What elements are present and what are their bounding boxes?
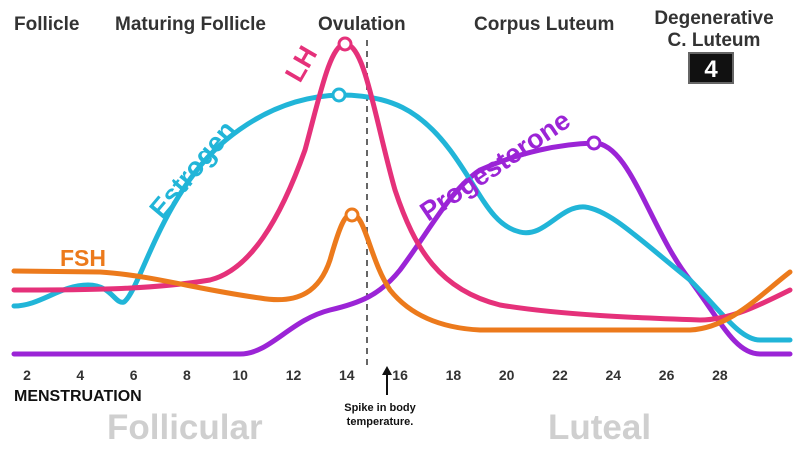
lh-label: LH [279, 41, 323, 87]
lh-curve [11, 41, 793, 323]
x-tick-2: 2 [23, 367, 31, 383]
x-tick-28: 28 [712, 367, 728, 383]
progesterone-peak-marker [586, 135, 602, 151]
x-tick-14: 14 [339, 367, 355, 383]
phase-ovulation: Ovulation [318, 14, 406, 35]
annotation-line2: temperature. [346, 416, 414, 428]
fsh-peak-marker [344, 207, 360, 223]
annotation-text: Spike in body temperature. [320, 401, 440, 429]
estrogen-label: Estrogen [144, 115, 242, 224]
fsh-label: FSH [60, 245, 106, 271]
annotation-arrow-head [382, 366, 392, 375]
x-tick-16: 16 [392, 367, 408, 383]
x-tick-12: 12 [285, 367, 302, 383]
progesterone-label: Progesterone [415, 105, 576, 227]
lh-peak-marker [337, 36, 353, 52]
fsh-curve [11, 211, 793, 333]
estrogen-peak-marker [331, 87, 347, 103]
x-tick-22: 22 [552, 367, 568, 383]
x-tick-10: 10 [232, 367, 248, 383]
phase-maturing-follicle: Maturing Follicle [115, 14, 266, 35]
x-tick-8: 8 [182, 367, 191, 383]
phase-degenerative-line1: Degenerative [654, 8, 774, 29]
phase-degenerative-line2: C. Luteum [667, 30, 761, 51]
x-tick-6: 6 [129, 367, 138, 383]
x-tick-20: 20 [498, 367, 515, 383]
phase-follicle: Follicle [14, 14, 80, 35]
x-tick-18: 18 [445, 367, 462, 383]
follicular-phase-label: Follicular [107, 408, 263, 447]
step-number-badge: 4 [688, 52, 734, 84]
phase-corpus-luteum: Corpus Luteum [474, 14, 615, 35]
x-tick-26: 26 [658, 367, 675, 383]
progesterone-curve [11, 140, 793, 357]
phase-degenerative: Degenerative C. Luteum [644, 8, 784, 52]
estrogen-curve [11, 92, 793, 343]
luteal-phase-label: Luteal [548, 408, 652, 447]
annotation-line1: Spike in body [344, 402, 416, 414]
x-axis-label: MENSTRUATION [14, 388, 142, 405]
x-tick-4: 4 [76, 367, 85, 383]
x-tick-24: 24 [605, 367, 622, 383]
